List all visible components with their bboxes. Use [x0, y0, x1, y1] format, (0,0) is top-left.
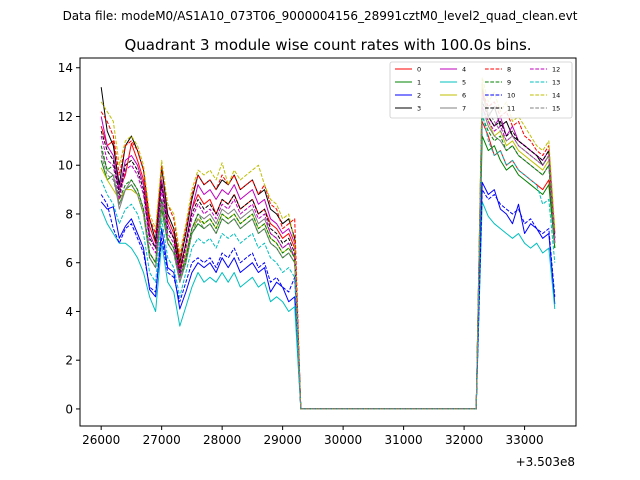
- y-axis: 0 2 4 6 8 10 12 14: [58, 61, 80, 416]
- legend-label-9: 9: [507, 78, 511, 86]
- x-tick-label: 32000: [445, 433, 483, 447]
- legend-label-7: 7: [462, 104, 466, 112]
- legend-label-11: 11: [507, 104, 515, 112]
- series-line-2: [100, 181, 556, 410]
- figure-suptitle: Data file: modeM0/AS1A10_073T06_90000041…: [63, 9, 578, 23]
- legend-label-0: 0: [417, 65, 421, 73]
- y-tick-label: 12: [58, 110, 73, 124]
- chart-title: Quadrant 3 module wise count rates with …: [124, 36, 531, 54]
- x-axis: 26000 27000 28000 29000 30000 31000 32000 33000: [82, 426, 544, 447]
- series-line-0: [100, 120, 556, 410]
- x-tick-label: 27000: [143, 433, 181, 447]
- series-line-12: [100, 106, 556, 410]
- legend-label-12: 12: [552, 65, 560, 73]
- legend-label-10: 10: [507, 91, 515, 99]
- y-tick-label: 6: [65, 256, 73, 270]
- y-tick-label: 14: [58, 61, 73, 75]
- legend-label-3: 3: [417, 104, 421, 112]
- legend-box: [389, 61, 573, 119]
- y-tick-label: 4: [65, 305, 73, 319]
- series-layer: [100, 77, 556, 410]
- series-line-8: [100, 91, 556, 410]
- legend-label-6: 6: [462, 91, 466, 99]
- series-line-7: [100, 106, 556, 410]
- series-line-15: [100, 96, 556, 410]
- x-tick-label: 28000: [203, 433, 241, 447]
- series-line-14: [100, 77, 556, 410]
- legend-label-4: 4: [462, 65, 466, 73]
- y-tick-label: 0: [65, 402, 73, 416]
- x-tick-label: 29000: [264, 433, 302, 447]
- y-tick-label: 10: [58, 159, 73, 173]
- y-tick-label: 8: [65, 207, 73, 221]
- series-line-4: [100, 91, 556, 410]
- series-line-5: [100, 201, 556, 410]
- y-tick-label: 2: [65, 354, 73, 368]
- legend-label-1: 1: [417, 78, 421, 86]
- legend-label-14: 14: [552, 91, 560, 99]
- x-tick-label: 26000: [82, 433, 120, 447]
- legend-label-15: 15: [552, 104, 560, 112]
- series-line-1: [100, 135, 556, 410]
- axes-frame: [79, 57, 577, 427]
- x-tick-label: 33000: [505, 433, 543, 447]
- legend-label-13: 13: [552, 78, 560, 86]
- x-tick-label: 31000: [385, 433, 423, 447]
- x-tick-label: 30000: [324, 433, 362, 447]
- series-line-13: [100, 111, 556, 410]
- legend-label-5: 5: [462, 78, 466, 86]
- series-line-9: [100, 116, 556, 410]
- x-offset-label: +3.503e8: [516, 455, 575, 469]
- legend-label-2: 2: [417, 91, 421, 99]
- legend-label-8: 8: [507, 65, 511, 73]
